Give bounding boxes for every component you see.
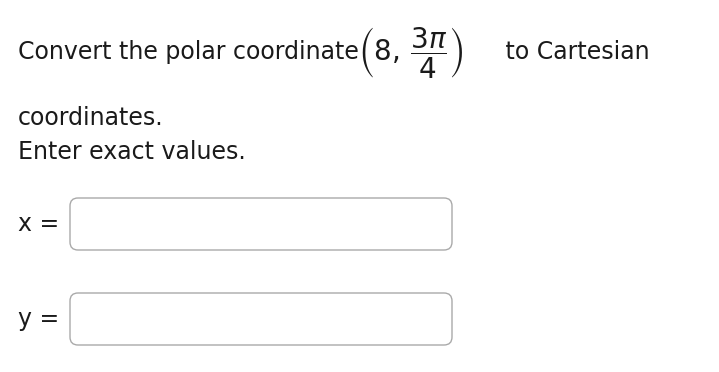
Text: coordinates.: coordinates.	[18, 106, 164, 130]
Text: $\left(8,\, \dfrac{3\pi}{4}\right)$: $\left(8,\, \dfrac{3\pi}{4}\right)$	[358, 25, 463, 80]
Text: y =: y =	[18, 307, 59, 331]
FancyBboxPatch shape	[70, 198, 452, 250]
Text: Enter exact values.: Enter exact values.	[18, 140, 246, 164]
Text: to Cartesian: to Cartesian	[498, 40, 650, 64]
Text: Convert the polar coordinate: Convert the polar coordinate	[18, 40, 367, 64]
Text: x =: x =	[18, 212, 59, 236]
FancyBboxPatch shape	[70, 293, 452, 345]
